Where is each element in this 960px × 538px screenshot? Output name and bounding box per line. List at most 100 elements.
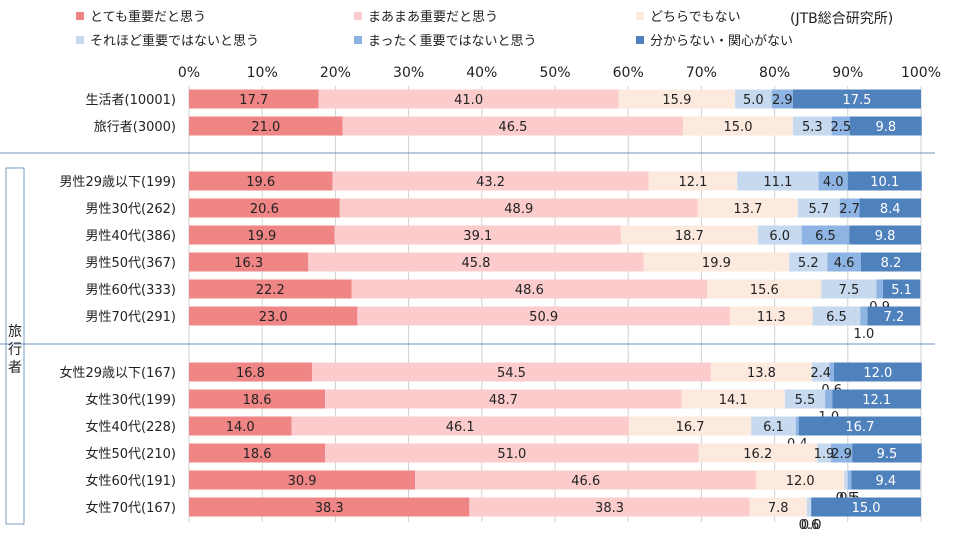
data-label: 5.0 — [743, 93, 764, 108]
data-label: 50.9 — [529, 310, 558, 325]
bar-segment — [852, 443, 922, 463]
bar-segment — [735, 89, 772, 109]
data-label: 1.0 — [854, 327, 875, 342]
side-group-label-char: 者 — [8, 360, 22, 376]
bar-segment — [325, 389, 682, 409]
data-label: 30.9 — [288, 474, 317, 489]
bar-segment — [812, 306, 861, 326]
bar-segment — [189, 416, 292, 436]
legend-swatch — [636, 12, 644, 20]
data-label: 5.1 — [891, 283, 912, 298]
bar-segment — [851, 470, 921, 490]
data-label: 16.8 — [236, 366, 265, 381]
data-label: 6.1 — [763, 420, 784, 435]
data-label: 9.8 — [875, 229, 896, 244]
bar-segment — [618, 89, 736, 109]
x-tick-label: 80% — [759, 65, 790, 81]
data-label: 8.4 — [880, 202, 901, 217]
bar-segment — [308, 252, 644, 272]
legend-item: まったく重要ではないと思う — [354, 30, 536, 49]
bar-segment — [334, 225, 621, 245]
side-group-label-char: 旅 — [8, 324, 22, 340]
bar-segment — [189, 198, 340, 218]
bar-segment — [697, 198, 799, 218]
legend-label: まあまあ重要だと思う — [368, 10, 499, 25]
bar-segment — [710, 362, 812, 382]
bar-segment — [620, 225, 758, 245]
x-tick-label: 90% — [832, 65, 863, 81]
data-label: 7.8 — [768, 501, 789, 516]
data-label: 15.9 — [662, 93, 691, 108]
data-label: 17.7 — [239, 93, 268, 108]
data-label: 15.0 — [852, 501, 881, 516]
bar-segment — [189, 362, 312, 382]
bar-segment — [291, 416, 629, 436]
data-label: 8.2 — [881, 256, 902, 271]
category-label: 女性60代(191) — [86, 473, 177, 489]
data-label: 15.0 — [724, 120, 753, 135]
bar-segment — [189, 89, 319, 109]
data-label: 12.0 — [863, 366, 892, 381]
bar-segment — [817, 443, 831, 463]
data-label: 12.0 — [786, 474, 815, 489]
bar-segment — [798, 416, 921, 436]
data-label: 48.6 — [515, 283, 544, 298]
bar-segment — [798, 198, 840, 218]
data-label: 7.2 — [884, 310, 905, 325]
data-label: 6.5 — [826, 310, 847, 325]
x-tick-label: 10% — [247, 65, 278, 81]
legend-item: それほど重要ではないと思う — [76, 30, 259, 49]
data-label: 51.0 — [497, 447, 526, 462]
bar-segment — [801, 225, 850, 245]
bar-segment — [628, 416, 752, 436]
data-label: 41.0 — [454, 93, 483, 108]
bar-segment — [749, 497, 807, 517]
bar-segment — [825, 389, 833, 409]
bar-segment — [756, 470, 845, 490]
category-label: 男性30代(262) — [86, 202, 177, 217]
bar-segment — [829, 362, 834, 382]
data-label: 46.1 — [446, 420, 475, 435]
bar-segment — [311, 362, 711, 382]
bar-segment — [860, 252, 921, 272]
legend-item: とても重要だと思う — [76, 6, 206, 25]
data-label: 0.6 — [799, 518, 820, 533]
bar-segment — [189, 225, 335, 245]
bar-segment — [189, 279, 352, 299]
bar-segment — [831, 116, 850, 136]
data-label: 12.1 — [679, 175, 708, 190]
bar-segment — [833, 362, 922, 382]
bar-segment — [189, 389, 326, 409]
data-label: 9.8 — [876, 120, 897, 135]
category-label: 女性40代(228) — [86, 419, 177, 435]
side-group-label-char: 行 — [8, 342, 22, 358]
data-label: 16.7 — [845, 420, 874, 435]
bar-segment — [698, 443, 818, 463]
data-label: 13.7 — [733, 202, 762, 217]
legend-swatch — [354, 36, 362, 44]
data-label: 2.5 — [831, 120, 852, 135]
bar-segment — [811, 497, 921, 517]
category-label: 男性29歳以下(199) — [60, 175, 177, 190]
data-label: 2.4 — [810, 366, 831, 381]
bar-segment — [643, 252, 790, 272]
bar-segment — [707, 279, 822, 299]
x-tick-label: 100% — [901, 65, 941, 81]
bar-segment — [737, 171, 819, 191]
data-label: 38.3 — [315, 501, 344, 516]
data-label: 5.2 — [798, 256, 819, 271]
legend-swatch — [636, 36, 644, 44]
x-tick-label: 70% — [686, 65, 717, 81]
data-label: 5.7 — [809, 202, 830, 217]
data-label: 10.1 — [870, 175, 899, 190]
x-tick-label: 40% — [466, 65, 497, 81]
bar-segment — [839, 198, 860, 218]
source-note: (JTB総合研究所) — [790, 11, 894, 27]
data-label: 43.2 — [476, 175, 505, 190]
data-label: 11.1 — [763, 175, 792, 190]
legend-label: 分からない・関心がない — [650, 34, 794, 49]
bar-segment — [318, 89, 619, 109]
data-label: 4.0 — [823, 175, 844, 190]
x-tick-label: 60% — [613, 65, 644, 81]
bar-segment — [818, 171, 848, 191]
